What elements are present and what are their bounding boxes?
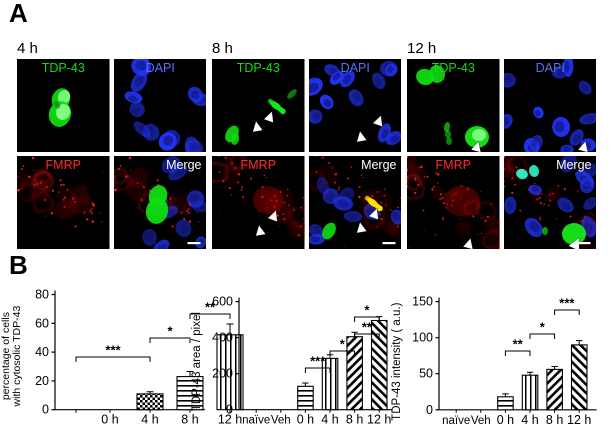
svg-text:60: 60 [35,316,49,330]
svg-text:0: 0 [42,403,49,417]
svg-text:0: 0 [426,403,433,417]
svg-text:TDP-43 intensity ( a.u.): TDP-43 intensity ( a.u.) [391,302,403,420]
svg-text:0 h: 0 h [497,413,514,427]
svg-text:0 h: 0 h [297,413,314,427]
svg-text:20: 20 [35,374,49,388]
svg-text:naïve: naïve [442,415,470,427]
svg-text:200: 200 [212,367,233,381]
svg-text:TDP-43 area / pixel: TDP-43 area / pixel [191,312,203,411]
svg-text:DAPI: DAPI [145,61,174,75]
svg-text:Veh: Veh [471,415,491,427]
svg-text:TDP-43: TDP-43 [237,61,280,75]
svg-text:FMRP: FMRP [241,158,276,172]
svg-text:DAPI: DAPI [535,61,564,75]
svg-text:8 h: 8 h [181,413,198,427]
svg-text:40: 40 [35,345,49,359]
svg-text:Veh: Veh [271,415,291,427]
svg-text:4 h: 4 h [141,413,158,427]
svg-text:8 h: 8 h [546,413,563,427]
svg-text:FMRP: FMRP [46,158,81,172]
svg-text:DAPI: DAPI [340,61,369,75]
svg-text:12 h: 12 h [367,413,391,427]
svg-text:150: 150 [412,295,433,309]
svg-text:with cytosolic TDP-43: with cytosolic TDP-43 [11,306,23,408]
svg-text:*: * [167,324,173,339]
svg-text:TDP-43: TDP-43 [432,61,475,75]
svg-text:*: * [540,320,546,335]
svg-text:400: 400 [212,331,233,345]
svg-text:0: 0 [226,403,233,417]
svg-text:12 h: 12 h [567,413,591,427]
svg-text:600: 600 [212,295,233,309]
svg-text:***: *** [105,343,121,358]
svg-text:Merge: Merge [556,158,591,172]
svg-text:***: *** [310,354,326,369]
svg-text:*: * [340,337,346,352]
svg-text:*: * [364,303,370,318]
svg-text:50: 50 [419,367,433,381]
svg-text:FMRP: FMRP [436,158,471,172]
svg-text:Merge: Merge [361,158,396,172]
svg-text:80: 80 [35,288,49,302]
svg-text:8 h: 8 h [346,413,363,427]
svg-text:TDP-43: TDP-43 [42,61,85,75]
svg-text:naïve: naïve [242,415,270,427]
svg-text:0 h: 0 h [101,413,118,427]
svg-text:Merge: Merge [166,158,201,172]
svg-text:100: 100 [412,331,433,345]
svg-text:**: ** [362,320,373,335]
svg-text:***: *** [559,296,575,311]
svg-text:4 h: 4 h [521,413,538,427]
svg-text:4 h: 4 h [321,413,338,427]
svg-text:**: ** [513,337,524,352]
